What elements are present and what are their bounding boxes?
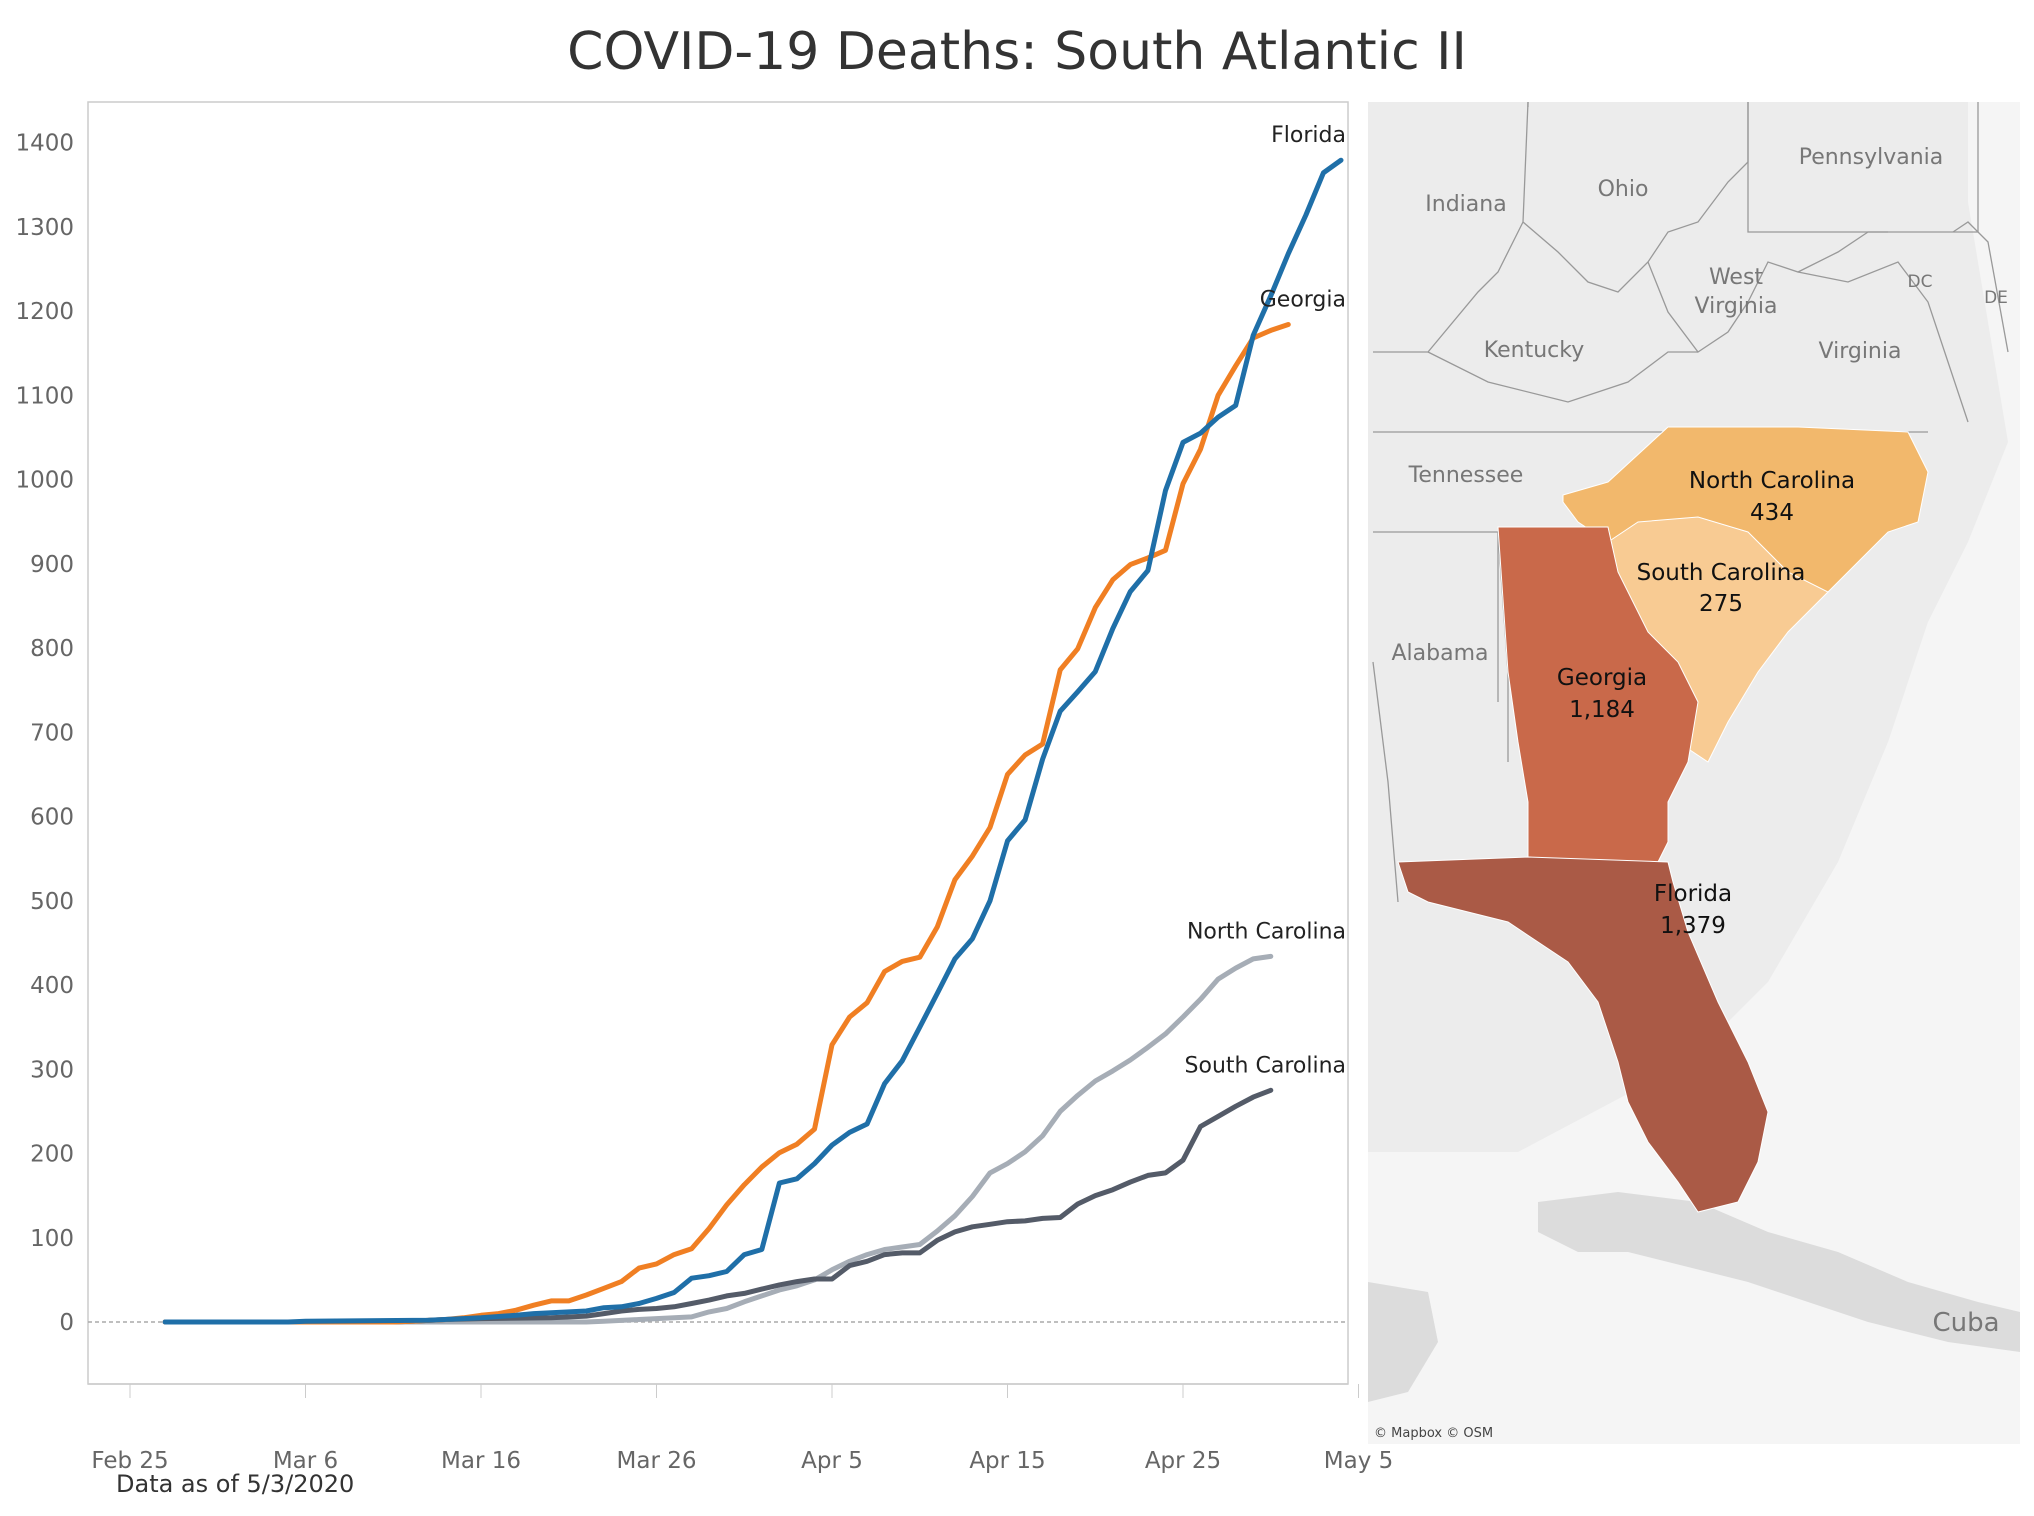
series-lines	[162, 157, 1344, 1325]
y-tick-label: 1000	[15, 468, 74, 494]
series-labels: Florida Georgia North Carolina South Caroli…	[1185, 123, 1346, 1078]
context-labels: Indiana Ohio Pennsylvania West Virginia …	[1391, 145, 2007, 1338]
x-tick-label: Mar 26	[617, 1448, 697, 1474]
choropleth-map[interactable]: Indiana Ohio Pennsylvania West Virginia …	[1368, 102, 2020, 1444]
series-line-north-carolina[interactable]	[162, 953, 1274, 1325]
y-tick-label: 200	[30, 1142, 74, 1168]
ga-name-label: Georgia	[1557, 665, 1647, 691]
state-value-labels: North Carolina 434 South Carolina 275 Ge…	[1557, 468, 1855, 939]
series-line-florida[interactable]	[162, 157, 1344, 1325]
x-tick-label: Apr 5	[801, 1448, 863, 1474]
data-date-footnote: Data as of 5/3/2020	[116, 1470, 355, 1498]
label-cuba: Cuba	[1932, 1308, 1999, 1338]
ocean-area	[1368, 102, 2020, 1444]
label-pennsylvania: Pennsylvania	[1799, 145, 1944, 170]
fl-name-label: Florida	[1654, 881, 1732, 907]
label-virginia: Virginia	[1819, 339, 1902, 364]
label-west-virginia-2: Virginia	[1695, 294, 1778, 319]
series-label-north-carolina: North Carolina	[1187, 919, 1346, 944]
series-label-georgia: Georgia	[1260, 287, 1346, 312]
y-tick-label: 500	[30, 889, 74, 915]
label-tennessee: Tennessee	[1408, 463, 1524, 488]
series-label-south-carolina: South Carolina	[1185, 1053, 1346, 1078]
florida-shape[interactable]	[1397, 856, 1769, 1213]
y-tick-label: 1100	[15, 383, 74, 409]
map-attribution[interactable]: © Mapbox © OSM	[1374, 1426, 1494, 1441]
y-tick-label: 1200	[15, 299, 74, 325]
x-tick-label: Apr 25	[1145, 1448, 1221, 1474]
x-axis: Feb 25 Mar 6 Mar 16 Mar 26 Apr 5 Apr 15 Apr 25…	[91, 1384, 1393, 1474]
nc-value-label: 434	[1750, 500, 1794, 526]
series-line-georgia[interactable]	[162, 322, 1291, 1325]
x-tick-label: Apr 15	[969, 1448, 1045, 1474]
sc-name-label: South Carolina	[1637, 560, 1806, 586]
y-tick-label: 400	[30, 973, 74, 999]
state-borders	[1372, 102, 2009, 903]
y-tick-label: 900	[30, 552, 74, 578]
label-west-virginia-1: West	[1709, 265, 1763, 290]
x-tick-label: Mar 6	[273, 1448, 338, 1474]
nc-name-label: North Carolina	[1689, 468, 1855, 494]
label-indiana: Indiana	[1425, 192, 1506, 217]
y-tick-label: 1400	[15, 131, 74, 157]
y-tick-label: 1300	[15, 215, 74, 241]
chart-title: COVID-19 Deaths: South Atlantic II	[567, 22, 1467, 82]
y-tick-label: 700	[30, 720, 74, 746]
mexico-shape	[1368, 1282, 1438, 1402]
label-dc: DC	[1908, 272, 1933, 292]
sc-value-label: 275	[1699, 591, 1743, 617]
y-tick-label: 100	[30, 1226, 74, 1252]
cuba-shape	[1538, 1192, 2020, 1352]
map-svg: Indiana Ohio Pennsylvania West Virginia …	[1368, 102, 2020, 1444]
label-ohio: Ohio	[1598, 177, 1649, 202]
plot-frame	[87, 101, 1349, 1385]
ga-value-label: 1,184	[1569, 697, 1635, 723]
label-de: DE	[1984, 288, 2008, 308]
y-tick-label: 0	[59, 1310, 74, 1336]
georgia-shape[interactable]	[1497, 526, 1699, 863]
fl-value-label: 1,379	[1660, 913, 1726, 939]
series-label-florida: Florida	[1271, 123, 1346, 148]
x-tick-label: May 5	[1324, 1448, 1394, 1474]
label-kentucky: Kentucky	[1484, 338, 1584, 363]
line-chart: 0 100 200 300 400 500 600 700 800 900 1000 1100 1200…	[15, 101, 1393, 1474]
y-tick-label: 600	[30, 805, 74, 831]
label-alabama: Alabama	[1391, 641, 1488, 666]
x-tick-label: Mar 16	[441, 1448, 521, 1474]
series-line-south-carolina[interactable]	[162, 1087, 1274, 1325]
x-tick-label: Feb 25	[91, 1448, 168, 1474]
line-chart-svg: 0 100 200 300 400 500 600 700 800 900 1000 1100 1200…	[15, 101, 1393, 1474]
y-tick-label: 300	[30, 1057, 74, 1083]
y-tick-label: 800	[30, 636, 74, 662]
y-axis: 0 100 200 300 400 500 600 700 800 900 1000 1100 1200…	[15, 131, 74, 1337]
